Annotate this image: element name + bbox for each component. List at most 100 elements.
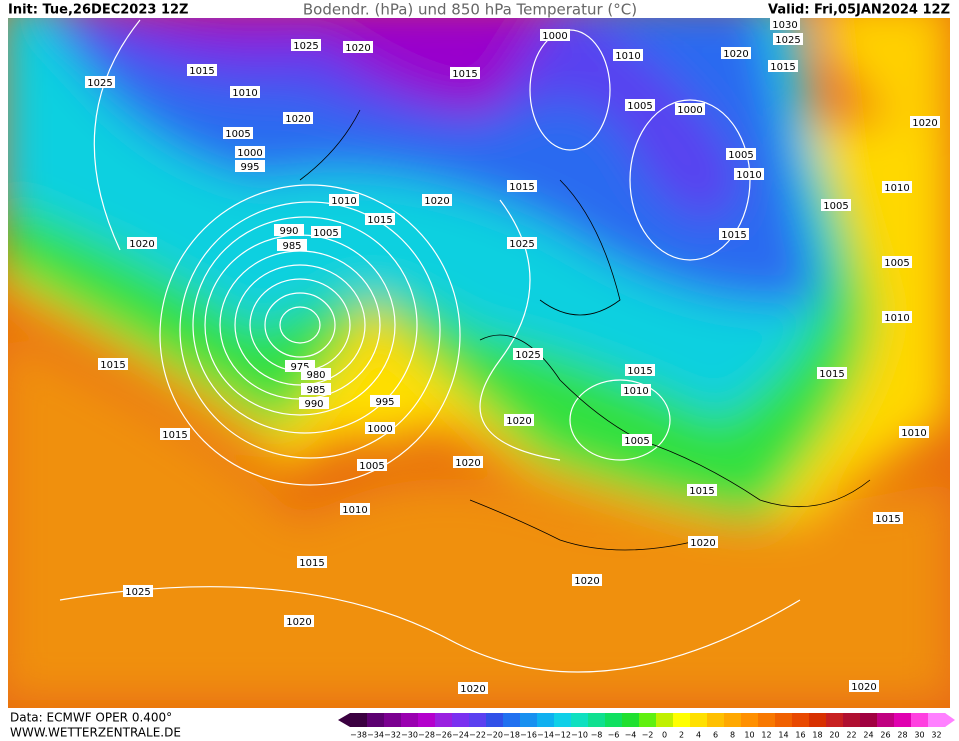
isobar-label-box [504,414,534,426]
isobar-label: 1015 [509,182,534,193]
isobar-label-box [621,384,651,396]
isobar-label: 1000 [677,105,702,116]
isobar-label: 1010 [736,170,761,181]
isobar-label: 1020 [424,196,449,207]
isobar-label: 1005 [823,201,848,212]
colorbar-swatch [554,713,572,727]
isobar-label: 1020 [574,576,599,587]
isobar-label-box [301,383,331,395]
isobar-label: 1015 [452,69,477,80]
isobar-label: 1025 [87,78,112,89]
colorbar-swatch [826,713,844,727]
colorbar-swatch [435,713,453,727]
colorbar-swatch [656,713,674,727]
colorbar-swatch [911,713,929,727]
colorbar-label: −20 [486,731,503,740]
isobar-label-box [572,574,602,586]
isobar-label-box [507,180,537,192]
isobar-label-box [329,194,359,206]
isobar-label: 1005 [359,461,384,472]
isobar-label-box [343,41,373,53]
colorbar-swatch [928,713,946,727]
colorbar-swatch [707,713,725,727]
isobar-label-box [301,368,331,380]
colorbar-label: 28 [897,731,907,740]
isobar-label: 1000 [542,31,567,42]
isobar-labels: 1025 1020 1000 1010 1020 1030 1025 1015 1025 1015… [85,18,940,695]
isobar-label-box [726,148,756,160]
isobar-label: 1020 [506,416,531,427]
colorbar-swatch [537,713,555,727]
colorbar-swatch [741,713,759,727]
isobar-label: 1005 [624,436,649,447]
isobar-label: 1020 [912,118,937,129]
colorbar-label: 14 [778,731,788,740]
isobar-label-box [721,47,751,59]
isobar-label: 1015 [367,215,392,226]
isobar-label: 1005 [225,129,250,140]
isobar-label-box [223,127,253,139]
colorbar: −38 −34 −32 −30 −28 −26 −24 −22 −20 −18 −16 −14 −12−… [338,713,955,740]
isobar-label-box [291,39,321,51]
isobar-label: 985 [306,385,325,396]
colorbar-swatch [639,713,657,727]
isobar-label-box [513,348,543,360]
isobar-label: 985 [282,241,301,252]
isobar-label: 1020 [285,114,310,125]
colorbar-label: −12 [554,731,571,740]
colorbar-swatch [571,713,589,727]
isobar-label: 1010 [901,428,926,439]
isobar-label: 1005 [627,101,652,112]
colorbar-swatch [809,713,827,727]
isobar-label-box [450,67,480,79]
isobar-label: 1020 [460,684,485,695]
isobar-label-box [540,29,570,41]
isobar-label-box [882,181,912,193]
colorbar-label: 22 [846,731,856,740]
isobar-label-box [160,428,190,440]
isobar-label-box [768,60,798,72]
colorbar-swatch [877,713,895,727]
isobar-label-box [365,422,395,434]
colorbar-label: 6 [713,731,718,740]
colorbar-swatch [673,713,691,727]
isobar-label: 1010 [331,196,356,207]
colorbar-label: −32 [384,731,401,740]
colorbar-label: 0 [662,731,667,740]
colorbar-label: −16 [520,731,537,740]
isobar-label-box [274,224,304,236]
colorbar-label: −18 [503,731,520,740]
isobar-label-box [882,311,912,323]
isobar-label-box [817,367,847,379]
valid-time: Valid: Fri,05JAN2024 12Z [768,3,950,18]
isobar-label-box [311,226,341,238]
isobar-label: 1000 [237,148,262,159]
isobar-label-box [98,358,128,370]
isobar-label-box [675,103,705,115]
colorbar-label: 30 [914,731,924,740]
isobar-label: 1015 [689,486,714,497]
colorbar-swatch [401,713,419,727]
colorbar-swatch [724,713,742,727]
isobar-label: 1020 [455,458,480,469]
colorbar-label: 24 [863,731,873,740]
isobar-label-box [187,64,217,76]
isobar-label: 1000 [367,424,392,435]
colorbar-swatch [469,713,487,727]
isobar-label-box [357,459,387,471]
isobar-label-box [873,512,903,524]
isobar-label-box [734,168,764,180]
colorbar-swatch [758,713,776,727]
colorbar-swatch [622,713,640,727]
isobar-label-box [849,680,879,692]
colorbar-arrow-right [945,713,955,727]
isobar-label: 1025 [509,239,534,250]
isobar-label: 1020 [690,538,715,549]
isobar-label-box [370,395,400,407]
isobar-label-box [687,484,717,496]
colorbar-label: −38 [350,731,367,740]
isobar-label-box [910,116,940,128]
isobar-label: 1015 [299,558,324,569]
colorbar-swatch [792,713,810,727]
